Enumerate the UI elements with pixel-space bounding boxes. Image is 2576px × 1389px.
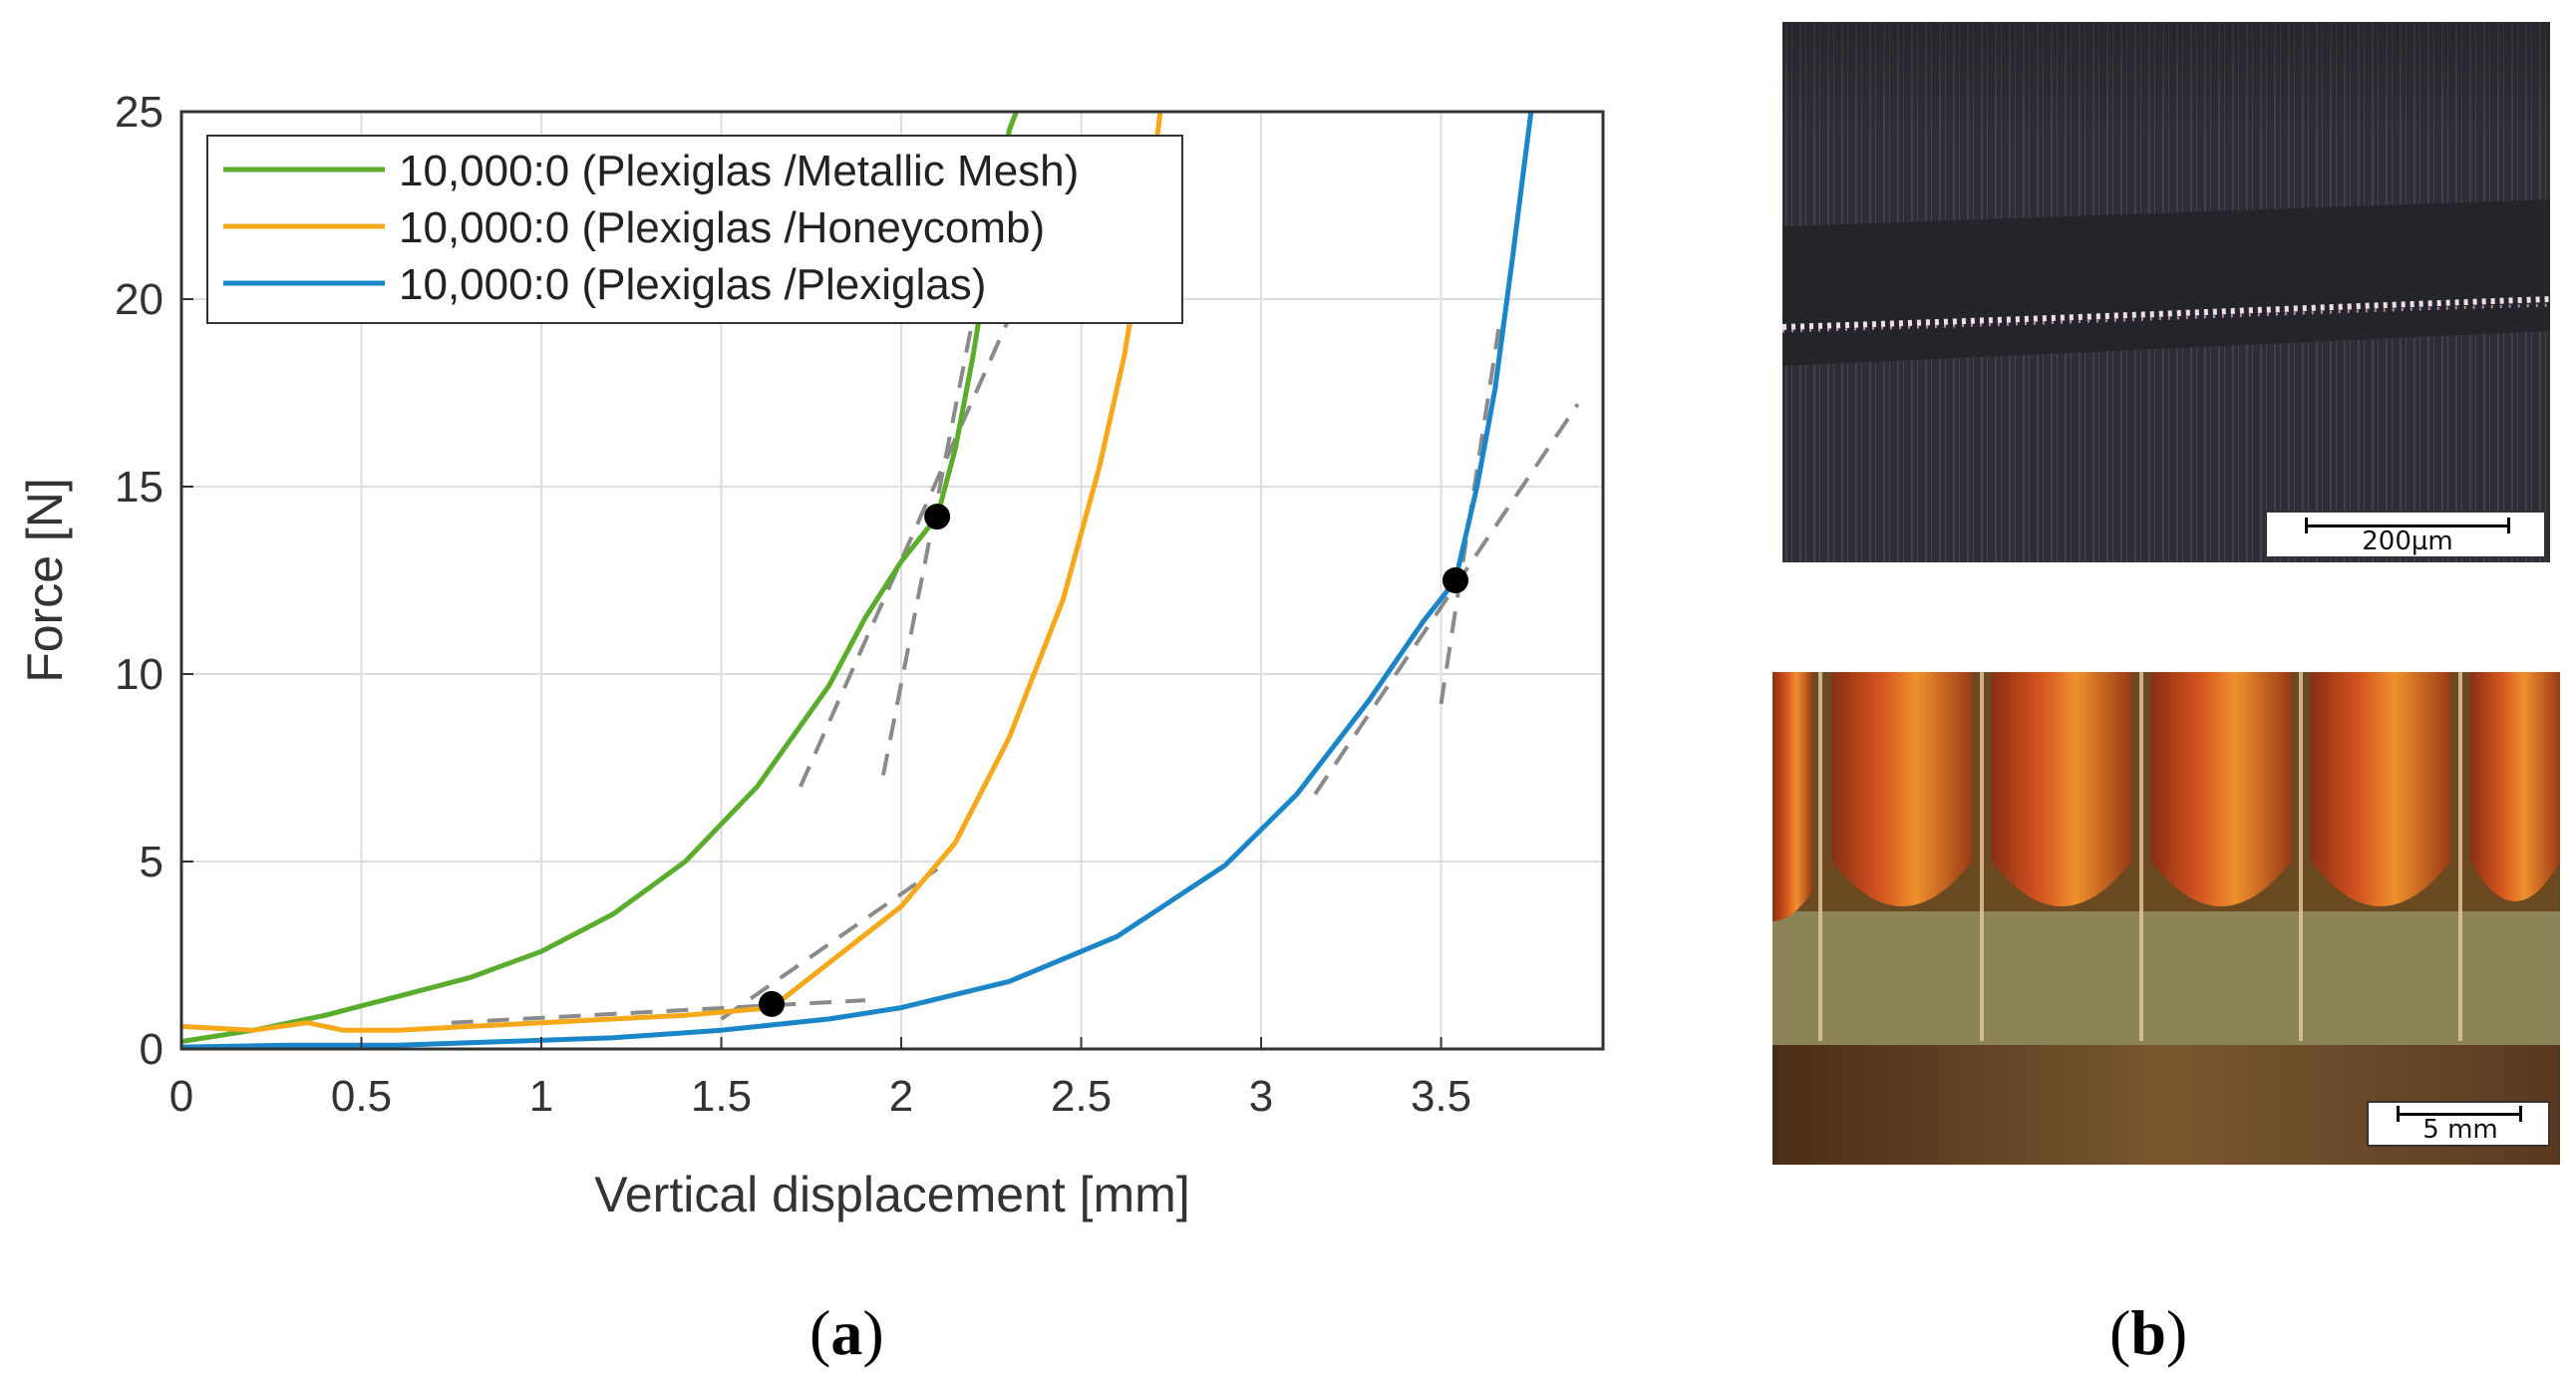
x-axis-label: Vertical displacement [mm] xyxy=(594,1167,1189,1222)
knee-marker xyxy=(924,504,951,530)
knee-marker xyxy=(1442,567,1468,593)
legend-box xyxy=(206,135,1183,324)
y-tick-label: 0 xyxy=(140,1025,163,1074)
y-tick-label: 10 xyxy=(115,650,163,699)
scale-bar-box-top: 200µm xyxy=(2265,511,2546,558)
x-tick-label: 2.5 xyxy=(1051,1072,1112,1121)
knee-marker xyxy=(759,990,786,1017)
micrograph-top-image xyxy=(1782,22,2550,562)
legend-entry-1: 10,000:0 (Plexiglas /Metallic Mesh) xyxy=(399,147,1079,195)
scale-label-top: 200µm xyxy=(2362,526,2453,556)
knee-markers xyxy=(759,504,1468,1017)
series-line-1 xyxy=(180,111,1019,1044)
y-tick-label: 25 xyxy=(115,88,163,137)
plot-frame xyxy=(179,110,1605,1051)
scale-label-bottom: 5 mm xyxy=(2422,1115,2498,1145)
tangent-line xyxy=(1313,403,1580,796)
x-tick-label: 0.5 xyxy=(331,1072,392,1121)
copper-channels xyxy=(1772,672,2560,921)
y-tick-label: 5 xyxy=(140,838,163,886)
y-tick-label: 20 xyxy=(115,275,163,324)
legend-entry-3: 10,000:0 (Plexiglas /Plexiglas) xyxy=(399,260,986,309)
x-tick-label: 3 xyxy=(1249,1072,1273,1121)
panel-label-a: (a) xyxy=(809,1297,884,1368)
legend-entry-2: 10,000:0 (Plexiglas /Honeycomb) xyxy=(399,203,1045,252)
channel-band xyxy=(1782,199,2550,366)
micrograph-top: 200µm xyxy=(1782,22,2550,562)
thin-channels xyxy=(1818,672,2462,1041)
micrograph-bottom: 5 mm xyxy=(1772,672,2560,1165)
y-axis-ticks: 0 5 10 15 20 25 xyxy=(115,88,193,1074)
legend: 10,000:0 (Plexiglas /Metallic Mesh) 10,00… xyxy=(206,135,1183,324)
x-tick-label: 1.5 xyxy=(691,1072,752,1121)
micrograph-bottom-image xyxy=(1772,672,2560,1165)
scale-bar-bottom xyxy=(2397,1106,2522,1122)
x-tick-label: 0 xyxy=(169,1072,193,1121)
scale-bar-top xyxy=(2305,518,2510,533)
tangent-line xyxy=(720,867,939,1021)
y-axis-label: Force [N] xyxy=(17,478,73,683)
x-tick-label: 2 xyxy=(889,1072,913,1121)
y-tick-label: 15 xyxy=(115,463,163,512)
panel-label-b: (b) xyxy=(2109,1297,2188,1368)
x-axis-ticks: 0 0.5 1 1.5 2 2.5 3 3.5 xyxy=(169,1037,1471,1121)
x-tick-label: 1 xyxy=(529,1072,553,1121)
x-tick-label: 3.5 xyxy=(1411,1072,1471,1121)
series-line-3 xyxy=(180,111,1534,1050)
scale-bar-box-bottom: 5 mm xyxy=(2367,1101,2550,1147)
tangent-line xyxy=(799,316,1012,788)
